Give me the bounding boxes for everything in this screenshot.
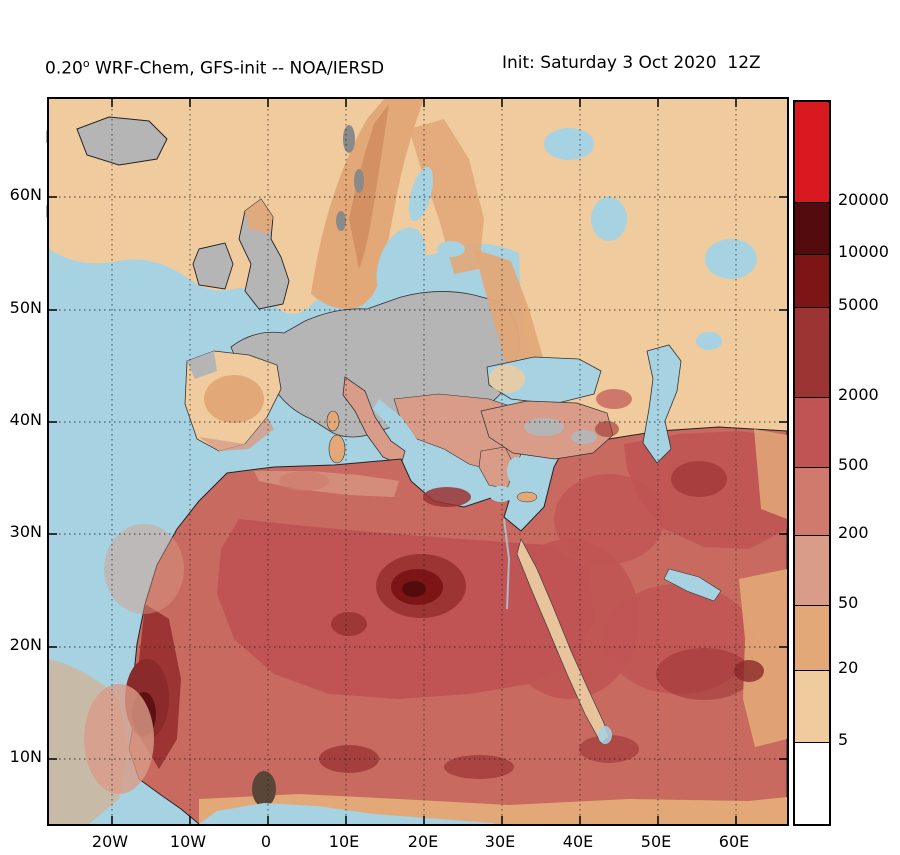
lon-label-10e: 10E — [328, 832, 360, 851]
colorbar-cell — [795, 670, 829, 742]
map-canvas — [47, 97, 789, 826]
grid-layer — [49, 99, 787, 824]
lon-label-40e: 40E — [562, 832, 594, 851]
lat-label-60n: 60N — [9, 185, 42, 204]
lon-label-60e: 60E — [718, 832, 750, 851]
lat-label-20n: 20N — [9, 635, 42, 654]
lon-label-30e: 30E — [484, 832, 516, 851]
scandinavia-layer — [311, 99, 484, 309]
init-time: Init: Saturday 3 Oct 2020 12Z — [502, 53, 761, 73]
colorbar-label-500: 500 — [838, 455, 869, 474]
colorbar-label-50: 50 — [838, 593, 859, 612]
tick-layer — [49, 99, 787, 824]
lat-label-50n: 50N — [9, 298, 42, 317]
lon-label-50e: 50E — [640, 832, 672, 851]
colorbar-label-20000: 20000 — [838, 190, 889, 209]
colorbar-cell — [795, 535, 829, 605]
dust-map-svg — [49, 99, 788, 825]
africa-mideast-layer — [125, 426, 788, 825]
europe-layer — [76, 116, 554, 490]
colorbar-label-20: 20 — [838, 658, 859, 677]
lon-label-10w: 10W — [169, 832, 207, 851]
lat-label-10n: 10N — [9, 747, 42, 766]
colorbar-cell — [795, 202, 829, 254]
colorbar-cell — [795, 742, 829, 824]
colorbar-label-200: 200 — [838, 523, 869, 542]
north-seas-layer — [376, 128, 757, 301]
colorbar-cell — [795, 102, 829, 202]
lon-label-20w: 20W — [91, 832, 129, 851]
colorbar-cell — [795, 307, 829, 397]
colorbar-cell — [795, 605, 829, 670]
colorbar-label-5000: 5000 — [838, 295, 879, 314]
colorbar — [793, 100, 831, 826]
colorbar-cell — [795, 397, 829, 467]
ocean-dust-layer — [49, 471, 494, 824]
lon-label-20e: 20E — [407, 832, 439, 851]
colorbar-label-5: 5 — [838, 730, 849, 749]
lat-label-30n: 30N — [9, 522, 42, 541]
degree-sup: o — [82, 57, 90, 70]
lon-label-0: 0 — [260, 832, 272, 851]
colorbar-cell — [795, 254, 829, 307]
colorbar-label-10000: 10000 — [838, 242, 889, 261]
colorbar-cell — [795, 467, 829, 535]
lat-label-40n: 40N — [9, 410, 42, 429]
colorbar-label-2000: 2000 — [838, 385, 879, 404]
model-title: 0.20o WRF-Chem, GFS-init -- NOA/IERSD — [45, 57, 385, 79]
